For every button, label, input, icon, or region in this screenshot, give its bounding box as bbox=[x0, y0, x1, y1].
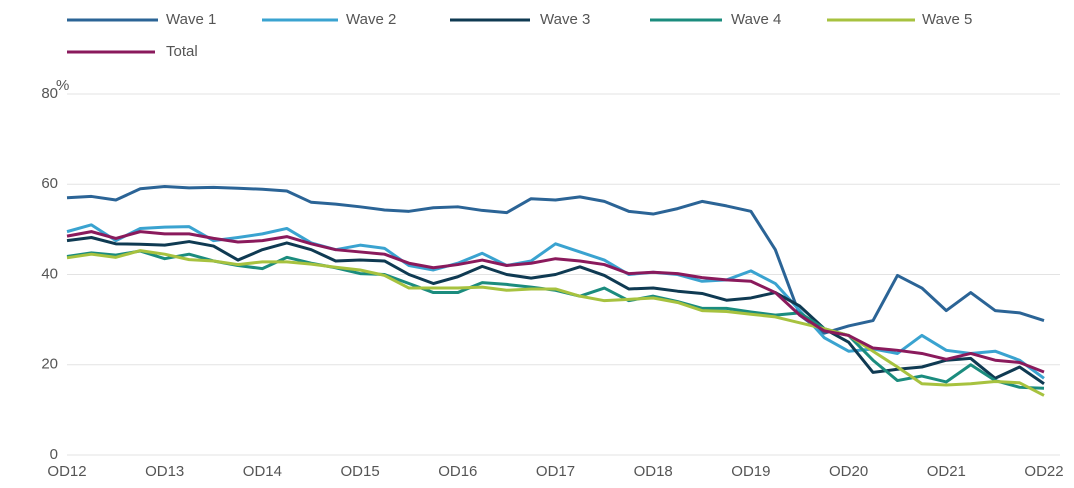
x-tick-label: OD14 bbox=[243, 463, 282, 480]
x-tick-label: OD22 bbox=[1024, 463, 1063, 480]
x-tick-label: OD16 bbox=[438, 463, 477, 480]
legend-label: Wave 1 bbox=[166, 11, 216, 28]
series-line bbox=[66, 249, 1045, 397]
x-tick-label: OD12 bbox=[47, 463, 86, 480]
y-unit: % bbox=[56, 77, 69, 94]
x-tick-label: OD21 bbox=[927, 463, 966, 480]
y-tick-label: 0 bbox=[50, 446, 58, 463]
series-line bbox=[66, 230, 1045, 374]
legend-label: Total bbox=[166, 43, 198, 60]
series-line bbox=[66, 235, 1045, 385]
x-tick-label: OD18 bbox=[634, 463, 673, 480]
y-tick-label: 20 bbox=[41, 356, 58, 373]
legend-label: Wave 3 bbox=[540, 11, 590, 28]
legend-label: Wave 5 bbox=[922, 11, 972, 28]
legend-label: Wave 2 bbox=[346, 11, 396, 28]
x-tick-label: OD20 bbox=[829, 463, 868, 480]
y-tick-label: 80 bbox=[41, 85, 58, 102]
x-tick-label: OD17 bbox=[536, 463, 575, 480]
series-line bbox=[66, 185, 1045, 335]
x-tick-label: OD19 bbox=[731, 463, 770, 480]
legend-label: Wave 4 bbox=[731, 11, 781, 28]
x-tick-label: OD13 bbox=[145, 463, 184, 480]
y-tick-label: 60 bbox=[41, 175, 58, 192]
x-tick-label: OD15 bbox=[341, 463, 380, 480]
series-line bbox=[66, 223, 1045, 380]
y-tick-label: 40 bbox=[41, 265, 58, 282]
